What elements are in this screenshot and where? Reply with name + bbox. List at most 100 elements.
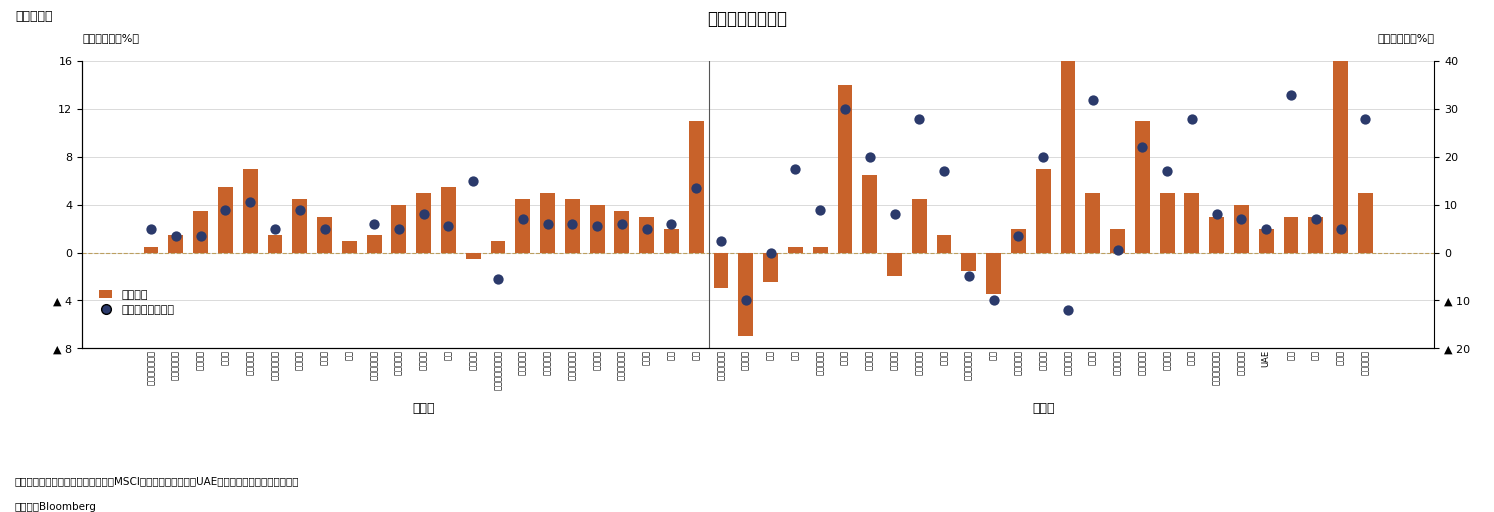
Bar: [689, 121, 704, 252]
Bar: [267, 234, 282, 252]
Bar: [1333, 50, 1348, 252]
Point: [1106, 246, 1129, 254]
Bar: [441, 187, 456, 252]
Point: [1056, 306, 1080, 314]
Bar: [1035, 169, 1050, 252]
Bar: [193, 211, 208, 252]
Bar: [1209, 217, 1224, 252]
Bar: [838, 86, 853, 252]
Bar: [143, 247, 158, 252]
Bar: [962, 252, 976, 270]
Bar: [887, 252, 902, 276]
Point: [511, 215, 535, 223]
Point: [1328, 225, 1352, 233]
Point: [288, 205, 312, 214]
Point: [164, 232, 188, 240]
Legend: 前月末比, 前年末比（右軸）: 前月末比, 前年末比（右軸）: [94, 285, 179, 319]
Bar: [911, 199, 926, 252]
Bar: [242, 169, 257, 252]
Point: [1031, 153, 1055, 161]
Point: [462, 177, 486, 185]
Text: （前年末比、%）: （前年末比、%）: [1377, 33, 1434, 44]
Bar: [663, 229, 678, 252]
Bar: [218, 187, 233, 252]
Point: [1007, 232, 1031, 240]
Bar: [366, 234, 381, 252]
Bar: [1085, 193, 1100, 252]
Text: （注）各国指数は現地通貨ベースのMSCI構成指数、ただし、UAEはサウジ・タダウル全株指数: （注）各国指数は現地通貨ベースのMSCI構成指数、ただし、UAEはサウジ・タダウ…: [15, 476, 299, 486]
Point: [387, 225, 411, 233]
Point: [586, 222, 610, 230]
Point: [635, 225, 659, 233]
Point: [858, 153, 881, 161]
Bar: [590, 205, 605, 252]
Point: [659, 220, 683, 228]
Bar: [862, 175, 877, 252]
Point: [1230, 215, 1253, 223]
Bar: [1011, 229, 1026, 252]
Point: [362, 220, 385, 228]
Point: [907, 115, 931, 123]
Point: [883, 210, 907, 219]
Point: [238, 198, 261, 206]
Bar: [417, 193, 432, 252]
Point: [1180, 115, 1204, 123]
Bar: [1358, 193, 1373, 252]
Point: [834, 105, 858, 113]
Bar: [986, 252, 1001, 294]
Point: [1204, 210, 1228, 219]
Bar: [541, 193, 554, 252]
Point: [412, 210, 436, 219]
Text: （図表４）: （図表４）: [15, 10, 52, 23]
Point: [610, 220, 633, 228]
Bar: [1135, 121, 1150, 252]
Point: [536, 220, 560, 228]
Bar: [738, 252, 753, 336]
Bar: [763, 252, 778, 283]
Point: [710, 237, 734, 245]
Point: [312, 225, 336, 233]
Point: [1279, 91, 1303, 99]
Bar: [466, 252, 481, 259]
Point: [188, 232, 212, 240]
Bar: [342, 241, 357, 252]
Point: [1080, 96, 1104, 104]
Bar: [614, 211, 629, 252]
Bar: [293, 199, 308, 252]
Point: [1304, 215, 1328, 223]
Bar: [565, 199, 580, 252]
Point: [436, 222, 460, 230]
Point: [684, 184, 708, 192]
Point: [1155, 167, 1179, 176]
Text: （前月末比、%）: （前月末比、%）: [82, 33, 139, 44]
Bar: [515, 199, 530, 252]
Point: [759, 248, 783, 257]
Point: [560, 220, 584, 228]
Bar: [1234, 205, 1249, 252]
Bar: [714, 252, 729, 288]
Bar: [1185, 193, 1200, 252]
Point: [956, 272, 980, 281]
Bar: [490, 241, 505, 252]
Bar: [391, 205, 406, 252]
Bar: [1309, 217, 1324, 252]
Point: [783, 165, 807, 173]
Bar: [813, 247, 828, 252]
Point: [982, 296, 1005, 305]
Bar: [317, 217, 332, 252]
Text: 各国の株価変動率: 各国の株価変動率: [707, 10, 787, 28]
Text: 先進国: 先進国: [412, 402, 435, 415]
Bar: [787, 247, 802, 252]
Point: [1131, 143, 1155, 152]
Point: [1255, 225, 1279, 233]
Point: [139, 225, 163, 233]
Text: （資料）Bloomberg: （資料）Bloomberg: [15, 502, 97, 512]
Bar: [1061, 0, 1076, 252]
Point: [486, 275, 509, 283]
Bar: [1159, 193, 1174, 252]
Bar: [1259, 229, 1274, 252]
Point: [1354, 115, 1377, 123]
Bar: [1283, 217, 1298, 252]
Bar: [169, 234, 184, 252]
Bar: [639, 217, 654, 252]
